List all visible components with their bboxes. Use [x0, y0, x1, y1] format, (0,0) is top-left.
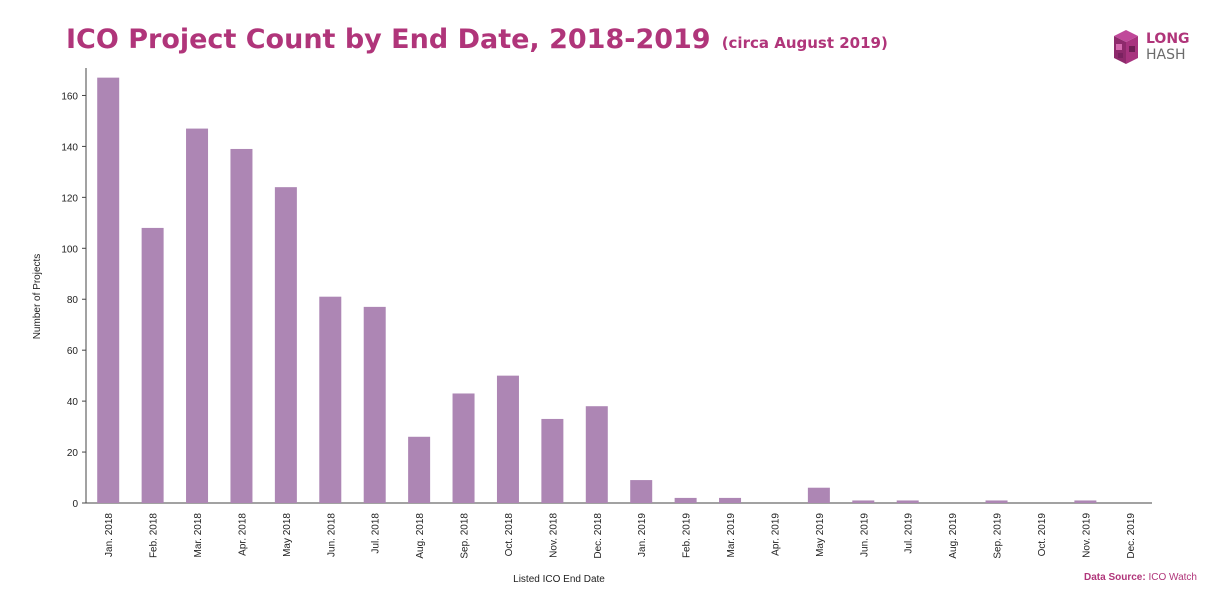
y-tick-label: 60 [67, 346, 79, 357]
y-tick-label: 100 [61, 244, 78, 255]
bar [807, 487, 830, 503]
bar [541, 418, 564, 503]
x-tick-label: Sep. 2018 [460, 513, 471, 559]
x-tick-label: Sep. 2019 [993, 513, 1004, 559]
data-source: Data Source: ICO Watch [1084, 572, 1197, 583]
bar [363, 306, 386, 503]
x-tick-label: Mar. 2018 [193, 513, 204, 558]
x-tick-label: Nov. 2019 [1081, 513, 1092, 558]
x-tick-label: Jul. 2018 [371, 513, 382, 554]
y-tick-label: 0 [72, 499, 78, 510]
bar [630, 480, 653, 503]
x-tick-label: May 2018 [282, 513, 293, 557]
data-source-value: ICO Watch [1148, 572, 1197, 583]
bar [585, 406, 608, 503]
x-tick-label: Jun. 2019 [859, 513, 870, 557]
logo-text-hash: HASH [1146, 47, 1186, 63]
x-tick-label: Feb. 2019 [682, 513, 693, 558]
bar [1074, 500, 1097, 503]
bar [274, 187, 297, 503]
chart-subtitle: (circa August 2019) [721, 34, 888, 52]
x-tick-label: Jan. 2018 [104, 513, 115, 557]
y-tick-label: 80 [67, 295, 79, 306]
bar [985, 500, 1008, 503]
bar [186, 128, 209, 504]
bar [674, 497, 697, 503]
bar [452, 393, 475, 503]
bar [719, 497, 742, 503]
y-tick-label: 20 [67, 448, 79, 459]
y-tick-label: 40 [67, 397, 79, 408]
bar [230, 148, 253, 504]
chart-title: ICO Project Count by End Date, 2018-2019 [66, 24, 711, 55]
bar [141, 227, 164, 503]
bar [319, 296, 342, 503]
bar [408, 436, 431, 503]
y-tick-label: 140 [61, 142, 78, 153]
x-tick-label: Oct. 2019 [1037, 513, 1048, 557]
x-tick-label: May 2019 [815, 513, 826, 557]
x-tick-label: Apr. 2018 [237, 513, 248, 556]
logo-text-long: LONG [1146, 31, 1190, 47]
cube-logo-icon [1114, 30, 1138, 64]
x-tick-label: Jan. 2019 [637, 513, 648, 557]
data-source-label: Data Source: [1084, 572, 1146, 583]
x-tick-label: Apr. 2019 [770, 513, 781, 556]
x-tick-label: Jul. 2019 [904, 513, 915, 554]
x-tick-label: Jun. 2018 [326, 513, 337, 557]
x-tick-label: Mar. 2019 [726, 513, 737, 558]
y-tick-label: 160 [61, 91, 78, 102]
x-tick-label: Nov. 2018 [548, 513, 559, 558]
bar [97, 77, 120, 503]
bar [852, 500, 875, 503]
x-tick-label: Feb. 2018 [149, 513, 160, 558]
x-axis-title: Listed ICO End Date [513, 574, 605, 585]
x-tick-label: Dec. 2019 [1126, 513, 1137, 559]
y-axis-title: Number of Projects [32, 254, 43, 340]
x-tick-label: Aug. 2018 [415, 513, 426, 559]
bar [896, 500, 919, 503]
longhash-logo: LONG HASH [1110, 28, 1210, 68]
y-tick-label: 120 [61, 193, 78, 204]
x-tick-label: Dec. 2018 [593, 513, 604, 559]
x-tick-label: Oct. 2018 [504, 513, 515, 557]
x-tick-label: Aug. 2019 [948, 513, 959, 559]
bar [496, 375, 519, 503]
chart-title-row: ICO Project Count by End Date, 2018-2019… [66, 24, 888, 55]
